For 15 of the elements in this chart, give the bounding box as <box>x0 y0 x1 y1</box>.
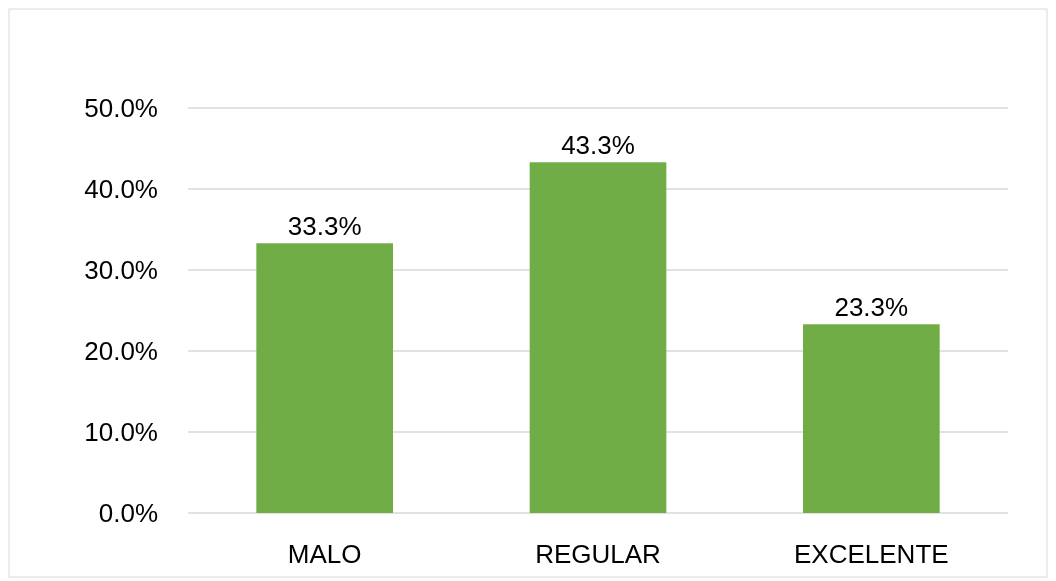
bar <box>529 162 667 513</box>
data-label: 33.3% <box>287 211 362 242</box>
y-tick-label: 50.0% <box>84 93 158 124</box>
x-tick-label: EXCELENTE <box>794 539 949 569</box>
bar <box>803 324 940 513</box>
y-tick-label: 0.0% <box>98 498 158 529</box>
y-tick-label: 10.0% <box>84 417 158 448</box>
x-tick-label: MALO <box>287 539 362 569</box>
bar <box>256 243 393 513</box>
data-label: 43.3% <box>561 130 635 161</box>
y-tick-label: 20.0% <box>84 336 158 367</box>
x-tick-label: REGULAR <box>535 539 661 569</box>
y-tick-label: 30.0% <box>84 255 158 286</box>
y-tick-label: 40.0% <box>84 174 158 205</box>
data-label: 23.3% <box>834 292 909 323</box>
